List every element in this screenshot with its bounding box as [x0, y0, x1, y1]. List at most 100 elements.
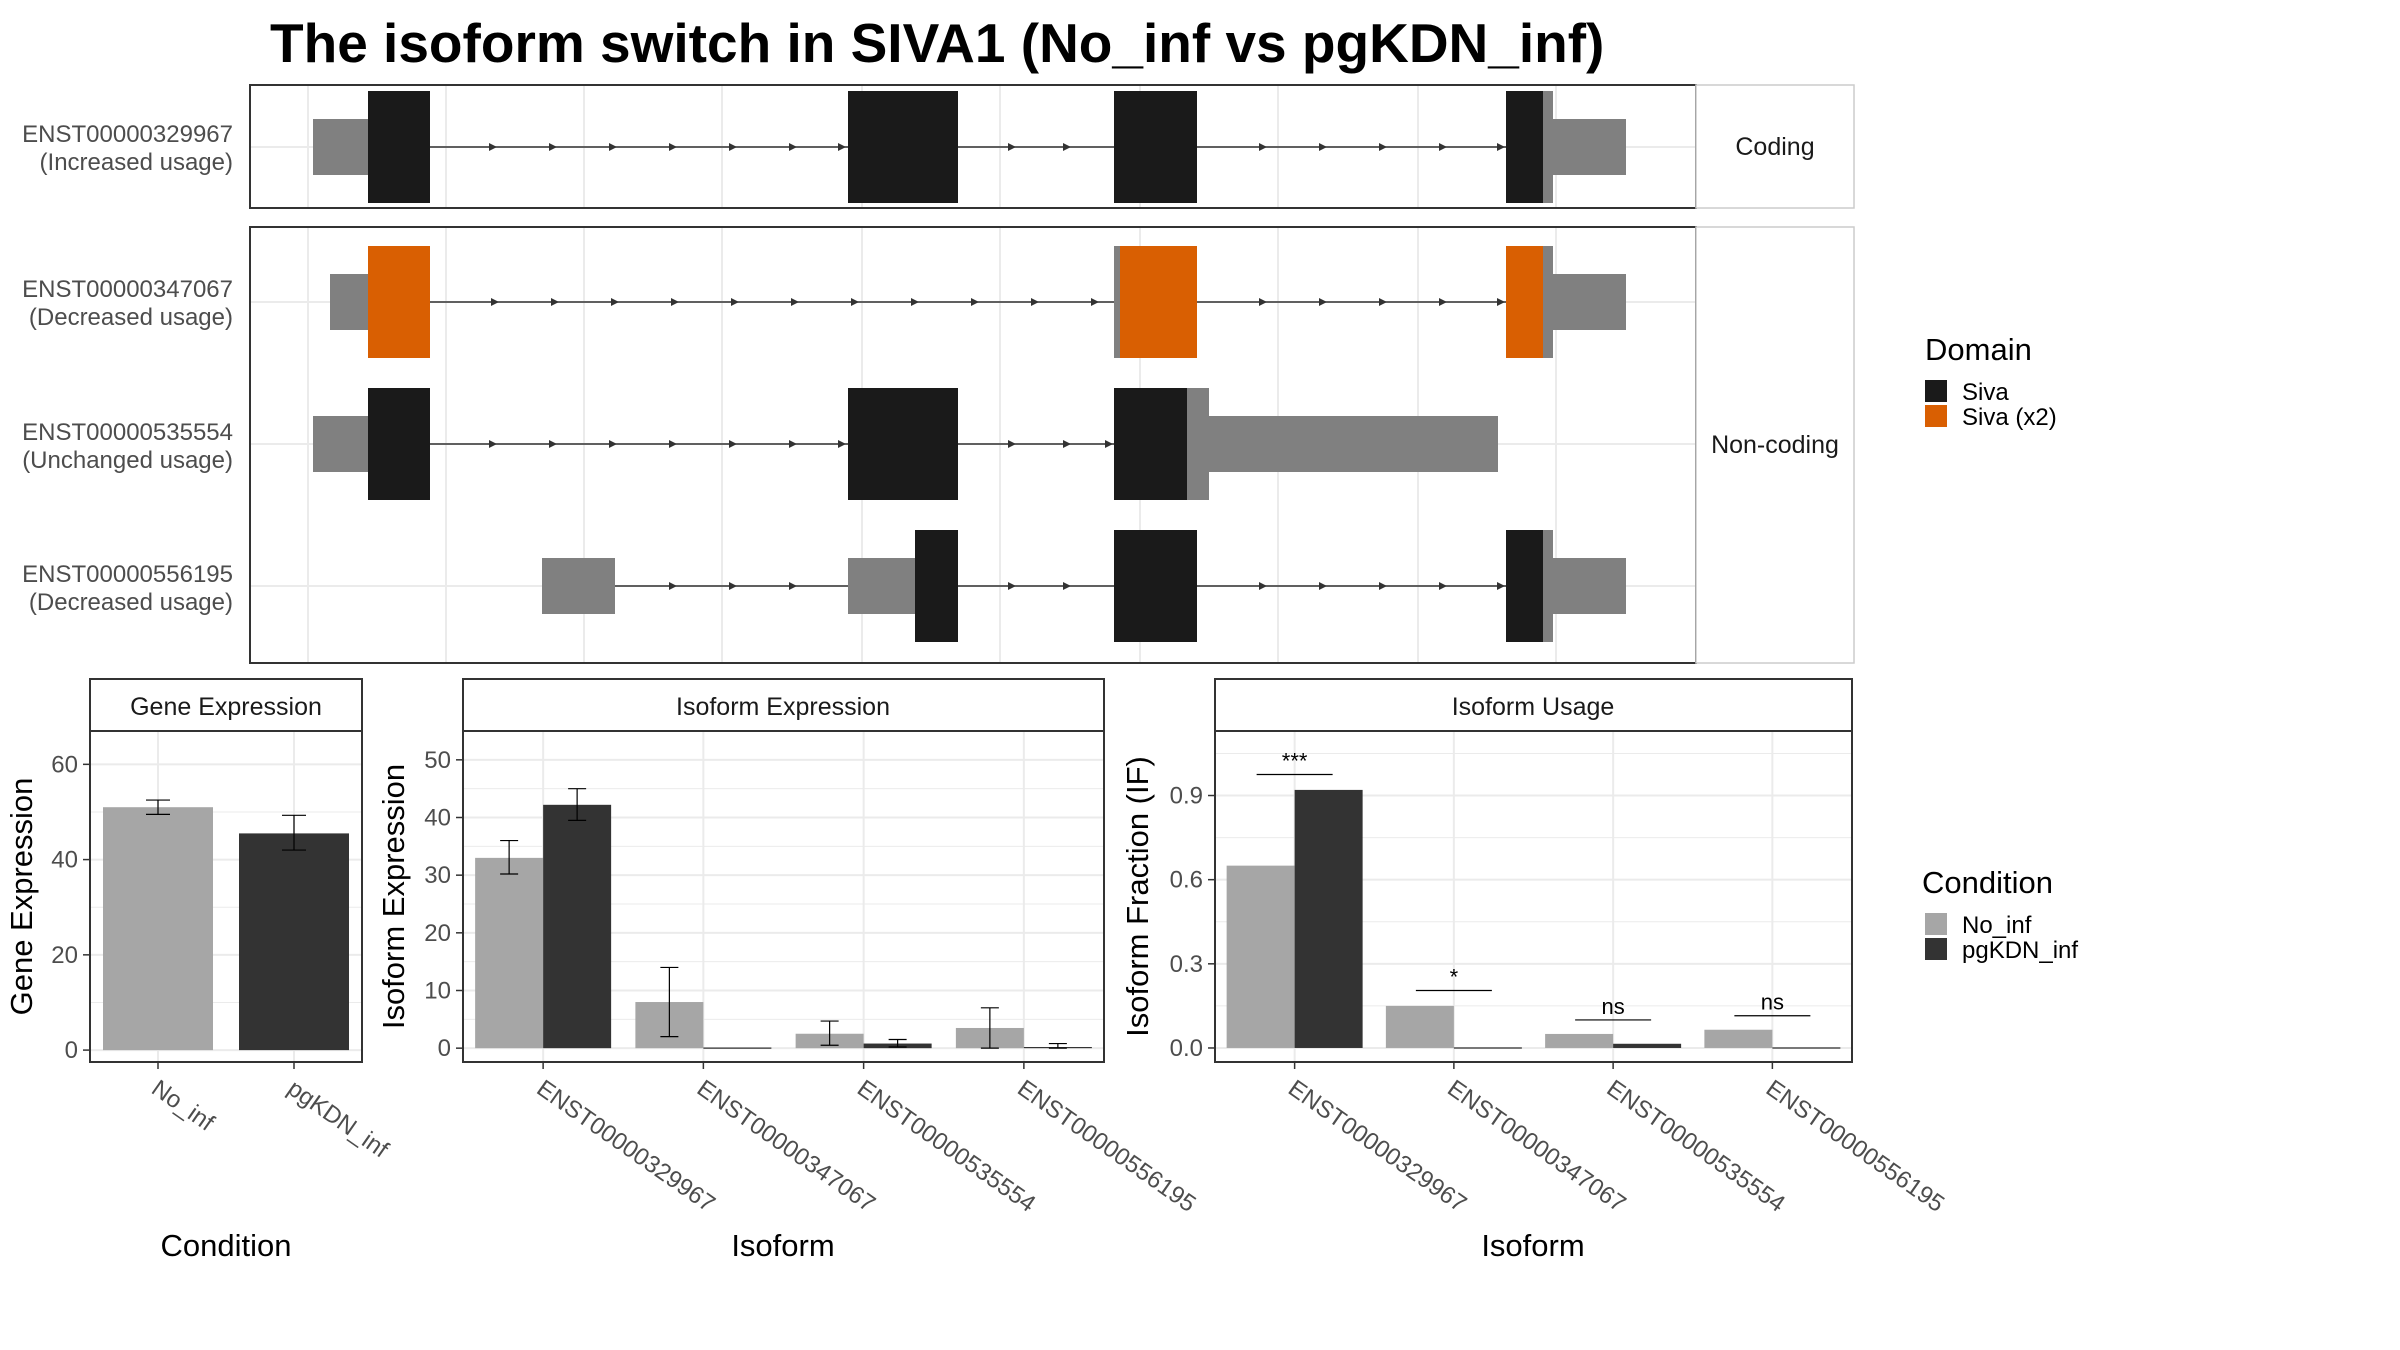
transcript-ENST00000535554 [313, 388, 1498, 500]
panel-title: Gene Expression [130, 693, 322, 721]
bar [1704, 1029, 1773, 1048]
x-axis-title: Condition [161, 1228, 292, 1263]
cds-block [1114, 246, 1120, 358]
noncoding-strip [1695, 226, 1855, 664]
y-tick-label: 0.0 [1170, 1035, 1203, 1062]
utr-block [313, 119, 369, 175]
transcript-usage-label: (Decreased usage) [29, 589, 233, 616]
condition-legend: Condition No_inf pgKDN_inf [1922, 865, 2078, 964]
siva-domain-exon [368, 388, 430, 500]
utr-block [1553, 274, 1626, 330]
condition-legend-title: Condition [1922, 865, 2053, 900]
bar [1613, 1043, 1682, 1048]
panel-strip [1214, 678, 1853, 732]
y-tick-label: 0.3 [1170, 951, 1203, 978]
significance-label: ns [1602, 994, 1625, 1019]
y-axis-title: Gene Expression [4, 778, 39, 1016]
y-tick-label: 40 [424, 804, 451, 831]
utr-block [1553, 119, 1626, 175]
no-inf-legend-label: No_inf [1962, 912, 2032, 939]
x-tick-label: No_inf [147, 1075, 220, 1137]
bar [1294, 789, 1363, 1048]
bar [475, 857, 544, 1049]
transcript-ENST00000556195 [542, 530, 1626, 642]
cds-block [1187, 388, 1209, 500]
siva-legend-key [1925, 380, 1947, 402]
bar [239, 833, 349, 1051]
cds-block [1543, 530, 1553, 642]
siva-domain-exon [848, 91, 958, 203]
y-axis-title: Isoform Expression [376, 764, 411, 1029]
siva-domain-exon [915, 530, 958, 642]
domain-legend: Domain Siva Siva (x2) [1925, 332, 2057, 431]
panel-strip [89, 678, 363, 732]
x-axis-title: Isoform [1481, 1228, 1584, 1263]
noncoding-strip-label: Non-coding [1711, 431, 1839, 459]
transcript-usage-label: (Unchanged usage) [22, 447, 233, 474]
y-tick-label: 0.9 [1170, 783, 1203, 810]
siva-x2-legend-key [1925, 405, 1947, 427]
y-tick-label: 40 [51, 847, 78, 874]
panel-strip [462, 678, 1105, 732]
x-tick-label: pgKDN_inf [283, 1075, 394, 1164]
x-axis-title: Isoform [731, 1228, 834, 1263]
no-inf-legend-key [1925, 913, 1947, 935]
cds-block [1543, 91, 1553, 203]
siva-domain-exon [1114, 530, 1197, 642]
pgkdn-inf-legend-label: pgKDN_inf [1962, 937, 2078, 964]
transcript-usage-label: (Increased usage) [40, 149, 233, 176]
x-tick-label: ENST00000556195 [1012, 1075, 1200, 1218]
chart-panel: Gene Expression 0 20 40 60 No_inf pgKDN_inf Con… [4, 678, 394, 1263]
siva-domain-exon [368, 91, 430, 203]
siva-x2-legend-label: Siva (x2) [1962, 404, 2057, 431]
coding-strip-label: Coding [1735, 133, 1814, 161]
utr-block [848, 558, 915, 614]
siva-domain-exon [1114, 388, 1187, 500]
utr-block [313, 416, 369, 472]
y-tick-label: 20 [51, 942, 78, 969]
bar [1385, 1005, 1454, 1048]
transcript-id-label: ENST00000329967 [22, 121, 233, 148]
panel-border [89, 730, 363, 1063]
structure-panel: Coding Non-coding ENST00000329967 (Incre… [22, 84, 1855, 664]
panel-border [462, 730, 1105, 1063]
chart-panel: Isoform Usage****ns ns0.00.30.60.9ENST000… [1120, 678, 1949, 1263]
siva-x2-domain-exon [368, 246, 430, 358]
transcript-ENST00000347067 [330, 246, 1626, 358]
intron-arrowheads [489, 440, 1113, 448]
siva-legend-label: Siva [1962, 379, 2009, 406]
significance-label: *** [1282, 748, 1308, 773]
siva-domain-exon [1506, 530, 1543, 642]
panel-title: Isoform Expression [676, 693, 890, 721]
y-tick-label: 60 [51, 751, 78, 778]
intron-arrowheads [491, 298, 1505, 306]
bar-chart-panels: Gene Expression 0 20 40 60 No_inf pgKDN_inf Con… [4, 678, 1949, 1263]
siva-domain-exon [1506, 91, 1543, 203]
y-tick-label: 10 [424, 977, 451, 1004]
utr-block [1209, 416, 1498, 472]
significance-label: ns [1761, 990, 1784, 1015]
transcript-id-label: ENST00000556195 [22, 561, 233, 588]
intron-arrowheads [669, 582, 1505, 590]
y-tick-label: 50 [424, 747, 451, 774]
figure-title: The isoform switch in SIVA1 (No_inf vs p… [270, 12, 1604, 74]
chart-panel: Isoform Expression01020304050ENST0000032… [376, 678, 1201, 1263]
significance-label: * [1450, 964, 1459, 989]
y-tick-label: 0.6 [1170, 867, 1203, 894]
bar [1545, 1033, 1614, 1048]
bar [1226, 865, 1295, 1048]
y-axis-title: Isoform Fraction (IF) [1120, 756, 1155, 1037]
siva-x2-domain-exon [1506, 246, 1543, 358]
y-tick-label: 30 [424, 862, 451, 889]
bar [543, 804, 612, 1049]
y-tick-label: 0 [65, 1037, 78, 1064]
transcript-id-label: ENST00000535554 [22, 419, 233, 446]
utr-block [542, 558, 615, 614]
panel-border [1214, 730, 1853, 1063]
y-tick-label: 0 [438, 1035, 451, 1062]
pgkdn-inf-legend-key [1925, 938, 1947, 960]
panel-title: Isoform Usage [1452, 693, 1615, 721]
domain-legend-title: Domain [1925, 332, 2032, 367]
y-tick-label: 20 [424, 920, 451, 947]
